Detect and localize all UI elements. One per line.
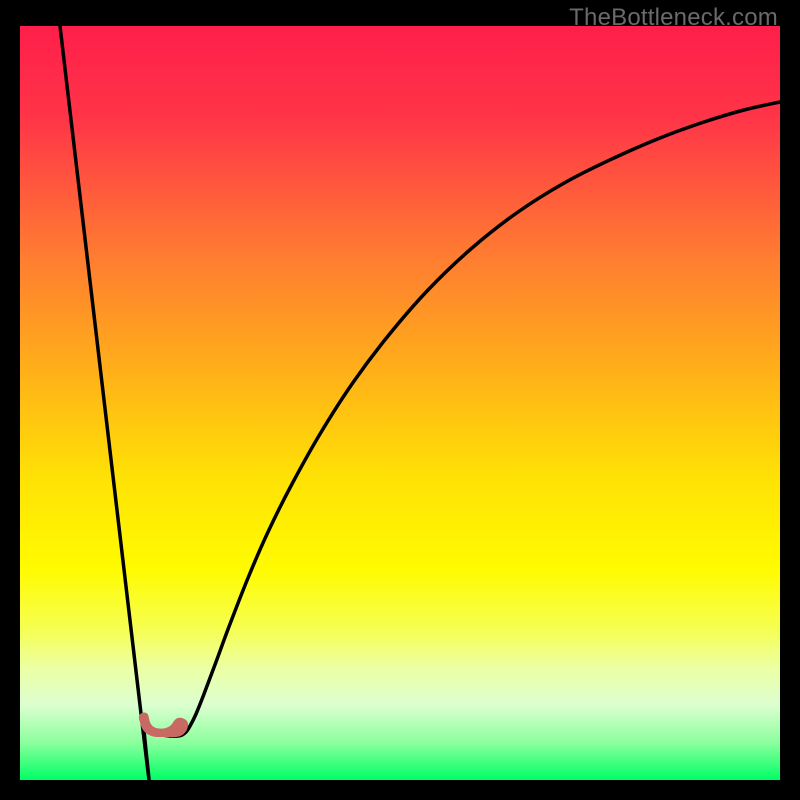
plot-area <box>20 26 780 780</box>
chart-frame: TheBottleneck.com <box>0 0 800 800</box>
bottleneck-chart-svg <box>20 26 780 780</box>
